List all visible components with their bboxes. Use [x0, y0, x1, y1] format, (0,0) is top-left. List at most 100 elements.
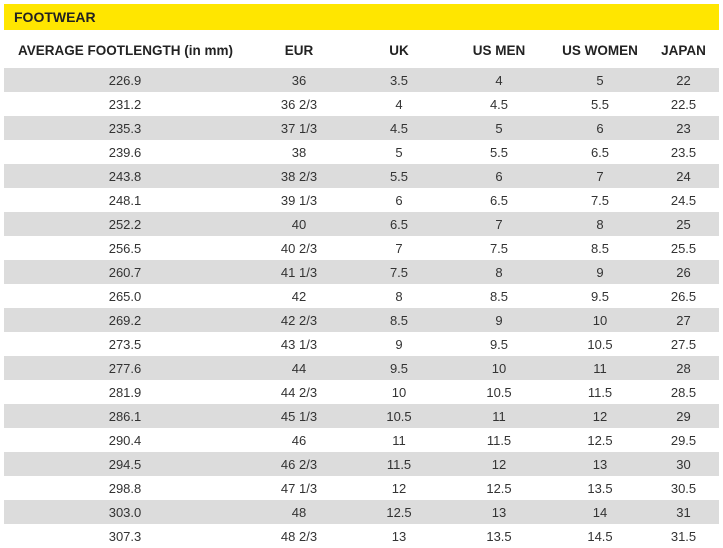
cell-us-women: 9.5 — [590, 288, 610, 304]
column-header-us-women: US WOMEN — [562, 42, 638, 58]
table-row: 239.6 38 5 5.5 6.5 23.5 — [4, 140, 719, 164]
cell-footlength: 281.9 — [108, 384, 142, 400]
cell-footlength: 277.6 — [108, 360, 142, 376]
table-row: 248.1 39 1/3 6 6.5 7.5 24.5 — [4, 188, 719, 212]
cell-us-women: 7.5 — [590, 192, 610, 208]
table-row: 265.0 42 8 8.5 9.5 26.5 — [4, 284, 719, 308]
cell-uk: 11.5 — [386, 456, 412, 472]
table-row: 256.5 40 2/3 7 7.5 8.5 25.5 — [4, 236, 719, 260]
cell-footlength: 256.5 — [108, 240, 142, 256]
cell-footlength: 286.1 — [108, 408, 142, 424]
cell-eur: 48 2/3 — [280, 528, 318, 544]
cell-japan: 25.5 — [670, 240, 697, 256]
cell-us-men: 4.5 — [489, 96, 509, 112]
cell-uk: 12.5 — [386, 504, 412, 520]
table-row: 231.2 36 2/3 4 4.5 5.5 22.5 — [4, 92, 719, 116]
cell-japan: 22 — [676, 72, 691, 88]
cell-eur: 41 1/3 — [280, 264, 318, 280]
table-row: 243.8 38 2/3 5.5 6 7 24 — [4, 164, 719, 188]
cell-footlength: 265.0 — [108, 288, 142, 304]
cell-eur: 39 1/3 — [280, 192, 318, 208]
cell-japan: 30 — [676, 456, 691, 472]
cell-japan: 27.5 — [670, 336, 697, 352]
cell-us-men: 5 — [495, 120, 503, 136]
cell-us-men: 9 — [495, 312, 503, 328]
column-header-footlength: AVERAGE FOOTLENGTH (in mm) — [18, 42, 233, 58]
cell-eur: 45 1/3 — [280, 408, 318, 424]
cell-uk: 8 — [395, 288, 403, 304]
cell-footlength: 248.1 — [108, 192, 142, 208]
cell-japan: 25 — [676, 216, 691, 232]
table-row: 277.6 44 9.5 10 11 28 — [4, 356, 719, 380]
table-row: 269.2 42 2/3 8.5 9 10 27 — [4, 308, 719, 332]
cell-japan: 31.5 — [670, 528, 697, 544]
column-header-eur: EUR — [284, 42, 314, 58]
cell-us-women: 8.5 — [590, 240, 610, 256]
cell-footlength: 235.3 — [108, 120, 142, 136]
cell-us-women: 13 — [592, 456, 608, 472]
cell-us-men: 7.5 — [489, 240, 509, 256]
cell-us-men: 12.5 — [486, 480, 512, 496]
cell-us-men: 10 — [491, 360, 507, 376]
cell-japan: 26 — [676, 264, 691, 280]
cell-us-men: 12 — [491, 456, 507, 472]
cell-footlength: 303.0 — [108, 504, 142, 520]
cell-footlength: 243.8 — [108, 168, 142, 184]
cell-uk: 6 — [395, 192, 403, 208]
cell-uk: 3.5 — [389, 72, 409, 88]
table-row: 286.1 45 1/3 10.5 11 12 29 — [4, 404, 719, 428]
cell-eur: 38 — [291, 144, 307, 160]
cell-uk: 9 — [395, 336, 403, 352]
cell-uk: 13 — [391, 528, 407, 544]
cell-us-men: 8.5 — [489, 288, 509, 304]
cell-us-women: 9 — [596, 264, 604, 280]
cell-eur: 42 — [291, 288, 307, 304]
cell-japan: 31 — [676, 504, 691, 520]
cell-us-men: 9.5 — [489, 336, 509, 352]
cell-us-women: 13.5 — [587, 480, 613, 496]
table-row: 298.8 47 1/3 12 12.5 13.5 30.5 — [4, 476, 719, 500]
cell-us-women: 11.5 — [587, 384, 613, 400]
cell-japan: 28 — [676, 360, 691, 376]
table-header: AVERAGE FOOTLENGTH (in mm) EUR UK US MEN… — [4, 34, 719, 66]
cell-uk: 10.5 — [386, 408, 412, 424]
cell-footlength: 298.8 — [108, 480, 142, 496]
cell-eur: 46 — [291, 432, 307, 448]
cell-us-men: 10.5 — [486, 384, 512, 400]
table-row: 307.3 48 2/3 13 13.5 14.5 31.5 — [4, 524, 719, 548]
cell-eur: 40 — [291, 216, 307, 232]
cell-japan: 29.5 — [670, 432, 697, 448]
cell-uk: 7 — [395, 240, 403, 256]
size-table-body: 226.9 36 3.5 4 5 22 231.2 36 2/3 4 4.5 5.5 22.5 235.… — [4, 68, 719, 548]
cell-footlength: 260.7 — [108, 264, 142, 280]
cell-eur: 38 2/3 — [280, 168, 318, 184]
cell-us-men: 4 — [495, 72, 503, 88]
cell-us-women: 7 — [596, 168, 604, 184]
cell-eur: 47 1/3 — [280, 480, 318, 496]
section-title-banner: FOOTWEAR — [4, 4, 719, 30]
cell-japan: 23 — [676, 120, 691, 136]
cell-eur: 48 — [291, 504, 307, 520]
cell-us-men: 13.5 — [486, 528, 512, 544]
cell-us-men: 6.5 — [489, 192, 509, 208]
column-header-japan: JAPAN — [661, 42, 706, 58]
cell-us-women: 12 — [592, 408, 608, 424]
cell-us-women: 8 — [596, 216, 604, 232]
cell-footlength: 226.9 — [108, 72, 142, 88]
column-header-uk: UK — [389, 42, 409, 58]
cell-japan: 30.5 — [670, 480, 697, 496]
table-row: 290.4 46 11 11.5 12.5 29.5 — [4, 428, 719, 452]
cell-japan: 24 — [676, 168, 691, 184]
cell-us-men: 13 — [491, 504, 507, 520]
cell-us-men: 6 — [495, 168, 503, 184]
cell-us-men: 8 — [495, 264, 503, 280]
cell-uk: 10 — [391, 384, 407, 400]
cell-us-men: 11.5 — [486, 432, 512, 448]
cell-footlength: 239.6 — [108, 144, 142, 160]
table-row: 281.9 44 2/3 10 10.5 11.5 28.5 — [4, 380, 719, 404]
cell-eur: 36 — [291, 72, 307, 88]
cell-footlength: 273.5 — [108, 336, 142, 352]
cell-japan: 29 — [676, 408, 691, 424]
cell-us-men: 5.5 — [489, 144, 509, 160]
cell-uk: 11 — [392, 432, 406, 448]
